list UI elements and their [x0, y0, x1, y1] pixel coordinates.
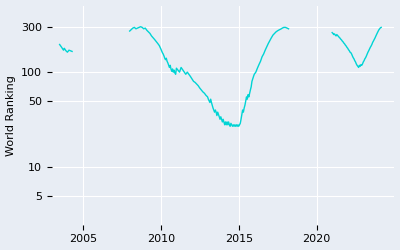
Y-axis label: World Ranking: World Ranking	[6, 75, 16, 156]
